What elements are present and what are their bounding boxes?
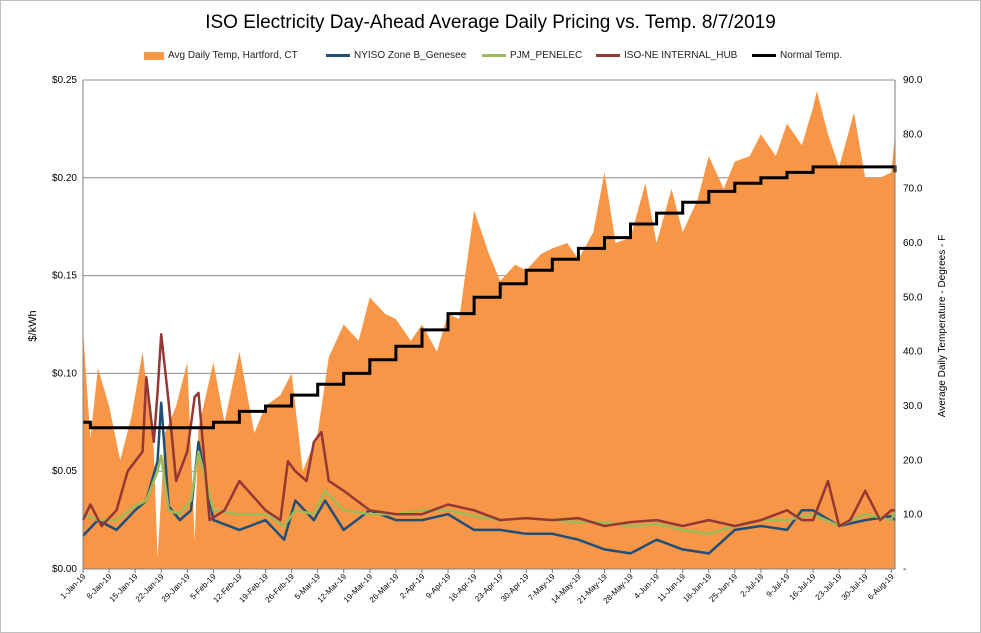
x-tick-label: 16-Jul-19 <box>788 572 818 602</box>
temp-area-series <box>83 90 895 570</box>
price-line-3 <box>81 333 895 528</box>
legend-label-nyiso: NYISO Zone B_Genesee <box>354 50 467 61</box>
x-tick-label: 26-Feb-19 <box>264 572 297 605</box>
legend-swatch-isone <box>596 54 620 57</box>
legend-item-nyiso: NYISO Zone B_Genesee <box>326 50 466 61</box>
y2-tick-label: 50.0 <box>903 292 923 303</box>
x-tick-label: 29-Jan-19 <box>160 572 192 604</box>
y-axis-label: $/kWh <box>27 310 39 341</box>
legend-item-isone: ISO-NE INTERNAL_HUB <box>596 50 737 61</box>
x-tick-label: 30-Jul-19 <box>840 572 870 602</box>
legend-swatch-nyiso <box>326 54 350 57</box>
legend-item-temp: Avg Daily Temp, Hartford, CT <box>144 50 298 61</box>
y2-tick-label: 10.0 <box>903 510 923 521</box>
y-tick-label: $0.00 <box>52 564 77 575</box>
x-tick-label: 2-Jul-19 <box>739 572 766 599</box>
legend-item-pjm: PJM_PENELEC <box>482 50 582 61</box>
y-tick-label: $0.20 <box>52 173 77 184</box>
y2-tick-label: 70.0 <box>903 184 923 195</box>
legend-swatch-pjm <box>482 54 506 57</box>
y2-tick-label: 20.0 <box>903 455 923 466</box>
legend: Avg Daily Temp, Hartford, CT NYISO Zone … <box>0 50 981 66</box>
y2-tick-label: 30.0 <box>903 401 923 412</box>
x-tick-label: 23-Jul-19 <box>814 572 844 602</box>
temp-area-layer <box>83 90 895 570</box>
y2-tick-label: - <box>903 564 906 575</box>
x-tick-label: 1-Jan-19 <box>59 572 88 601</box>
legend-label-normal: Normal Temp. <box>780 50 843 61</box>
normal-temp-line <box>83 165 897 430</box>
y-tick-label: $0.15 <box>52 271 77 282</box>
x-tick-label: 26-Mar-19 <box>368 572 401 605</box>
x-tick-label: 6-Aug-19 <box>866 572 896 602</box>
y2-axis-label: Average Daily Temperature - Degrees - F <box>937 235 948 418</box>
x-tick-label: 30-Apr-19 <box>499 572 531 604</box>
chart-title: ISO Electricity Day-Ahead Average Daily … <box>205 12 776 33</box>
x-tick-label: 2-Apr-19 <box>398 572 427 601</box>
y-tick-label: $0.10 <box>52 368 77 379</box>
x-tick-label: 25-Jun-19 <box>707 572 739 604</box>
price-lines-layer <box>81 165 897 555</box>
legend-label-temp: Avg Daily Temp, Hartford, CT <box>168 50 298 61</box>
y2-tick-label: 60.0 <box>903 238 923 249</box>
legend-label-isone: ISO-NE INTERNAL_HUB <box>624 50 738 61</box>
y-tick-label: $0.05 <box>52 466 77 477</box>
legend-label-pjm: PJM_PENELEC <box>510 50 583 61</box>
y2-tick-label: 80.0 <box>903 129 923 140</box>
legend-swatch-temp <box>144 51 164 60</box>
y2-tick-label: 90.0 <box>903 75 923 86</box>
y-tick-label: $0.25 <box>52 75 77 86</box>
legend-item-normal: Normal Temp. <box>752 50 842 61</box>
price-line-1 <box>82 401 896 555</box>
legend-swatch-normal <box>752 54 776 57</box>
y2-tick-label: 40.0 <box>903 347 923 358</box>
